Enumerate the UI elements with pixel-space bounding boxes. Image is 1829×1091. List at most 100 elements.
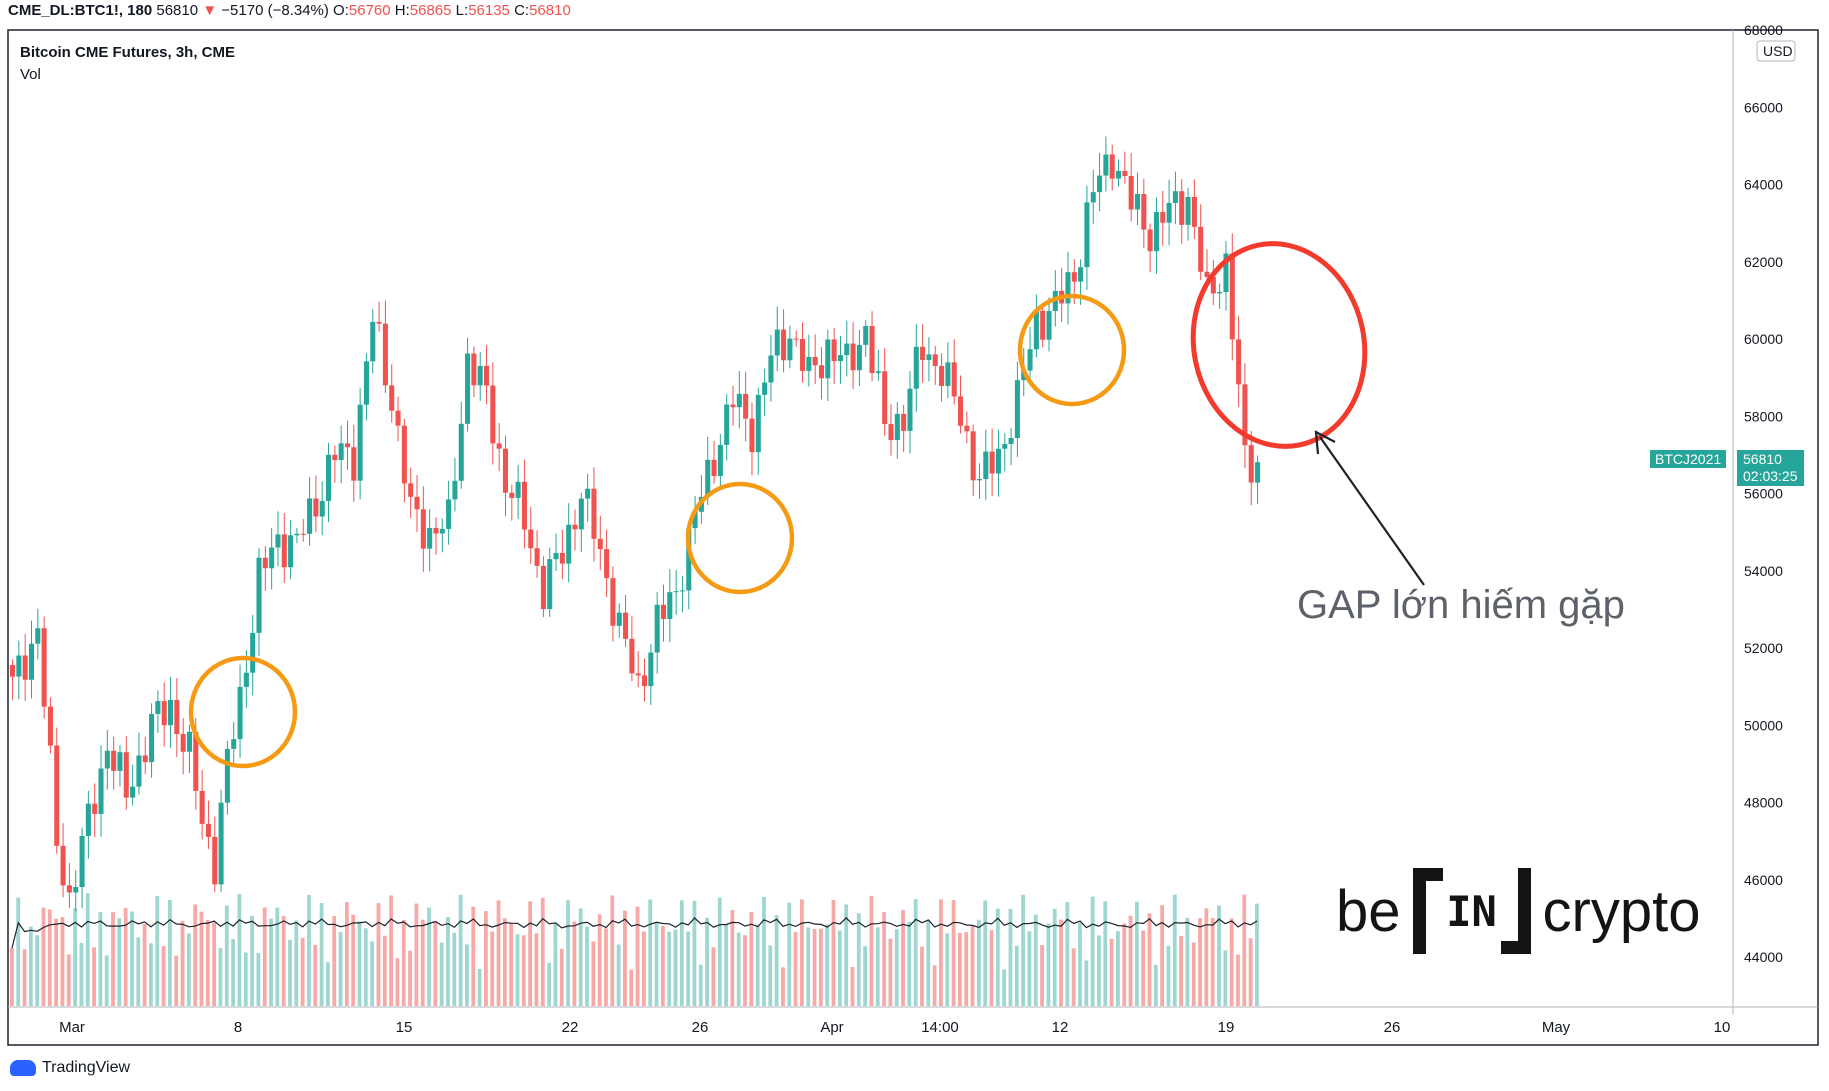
candle xyxy=(1027,327,1033,383)
volume-bar xyxy=(256,952,261,1006)
volume-bar xyxy=(326,962,330,1006)
candle xyxy=(332,445,338,483)
candle xyxy=(1014,361,1020,457)
candle xyxy=(635,651,641,688)
candle xyxy=(1040,303,1046,348)
volume-bar xyxy=(370,941,375,1006)
volume-bar xyxy=(1160,905,1165,1006)
candle xyxy=(1084,185,1090,290)
beincrypto-logo: be IN crypto xyxy=(1336,868,1700,954)
volume-bar xyxy=(205,919,210,1006)
volume-bar xyxy=(1128,915,1133,1006)
volume-bar xyxy=(717,897,722,1006)
candle xyxy=(818,347,825,400)
candle xyxy=(1153,197,1159,274)
volume-bar xyxy=(1052,908,1057,1006)
candle xyxy=(319,481,325,536)
candle xyxy=(313,475,319,533)
price-tick-label: 66000 xyxy=(1744,99,1783,115)
volume-bar xyxy=(1255,903,1259,1006)
candle xyxy=(300,518,306,542)
volume-bar xyxy=(667,931,672,1006)
candle xyxy=(831,327,837,385)
candle xyxy=(73,870,79,912)
volume-bar xyxy=(1103,901,1108,1006)
time-tick-label: 12 xyxy=(1052,1019,1069,1036)
candle xyxy=(161,682,167,747)
volume-bar xyxy=(825,924,830,1006)
candle xyxy=(237,664,243,758)
price-tick-label: 68000 xyxy=(1744,22,1783,38)
candle xyxy=(800,322,806,383)
bar-countdown: 02:03:25 xyxy=(1743,468,1798,484)
volume-bar xyxy=(401,919,406,1006)
volume-bar xyxy=(98,911,103,1006)
candle xyxy=(496,423,502,472)
volume-bar xyxy=(907,921,912,1006)
candle xyxy=(964,411,970,444)
candle xyxy=(250,614,256,696)
candle xyxy=(907,371,913,454)
candle xyxy=(863,320,869,357)
volume-bar xyxy=(1116,931,1120,1006)
candle xyxy=(1255,455,1261,504)
tradingview-brand[interactable]: TradingView xyxy=(10,1059,130,1077)
candle xyxy=(1198,204,1204,280)
candle xyxy=(85,790,91,859)
candle xyxy=(812,334,818,384)
volume-bar xyxy=(1191,942,1196,1006)
volume-bar xyxy=(73,908,77,1006)
volume-bar xyxy=(414,903,419,1006)
candle xyxy=(781,309,787,373)
candle xyxy=(945,342,951,399)
volume-bar xyxy=(382,935,387,1006)
logo-in: IN xyxy=(1446,886,1497,936)
down-arrow-icon: ▼ xyxy=(202,2,218,19)
volume-bar xyxy=(231,938,235,1006)
symbol-name[interactable]: CME_DL:BTC1!, 180 xyxy=(8,2,153,19)
time-tick-label: 19 xyxy=(1218,1019,1235,1036)
volume-bar xyxy=(1122,923,1127,1006)
candle xyxy=(224,740,230,815)
candle xyxy=(1097,152,1103,212)
volume-bar xyxy=(1217,905,1221,1006)
candle xyxy=(976,463,983,499)
candle xyxy=(307,477,313,546)
logo-be: be xyxy=(1336,878,1401,944)
volume-bar xyxy=(679,900,684,1006)
time-tick-label: Apr xyxy=(820,1019,843,1036)
volume-bar xyxy=(800,899,804,1006)
volume-bar xyxy=(54,918,59,1006)
volume-bar xyxy=(1185,917,1190,1006)
volume-bar xyxy=(1014,945,1019,1006)
chart-title[interactable]: Bitcoin CME Futures, 3h, CME xyxy=(20,44,236,61)
volume-bar xyxy=(743,935,747,1006)
volume-bar xyxy=(338,932,343,1006)
candle xyxy=(787,325,793,369)
volume-bar xyxy=(882,912,886,1006)
candle xyxy=(1122,151,1128,184)
price-axis-labels: 44000 46000 48000 50000 52000 54000 56000 58000… xyxy=(1744,22,1783,965)
volume-bar xyxy=(856,913,861,1006)
candle xyxy=(92,783,98,838)
candle xyxy=(1033,294,1039,358)
candle xyxy=(793,330,799,347)
candle xyxy=(389,364,395,423)
volume-legend[interactable]: Vol xyxy=(20,66,41,83)
candle xyxy=(10,659,16,700)
volume-bar xyxy=(926,919,931,1006)
volume-bar xyxy=(837,930,842,1006)
volume-bar xyxy=(262,907,267,1006)
candle xyxy=(288,520,294,580)
volume-bar xyxy=(496,900,501,1006)
candle xyxy=(477,352,483,401)
candle xyxy=(351,424,357,502)
currency-label: USD xyxy=(1763,43,1793,59)
volume-bar xyxy=(711,947,716,1006)
candle xyxy=(894,401,900,459)
volume-bar xyxy=(660,926,665,1006)
candle xyxy=(111,736,117,790)
candle xyxy=(724,394,730,461)
low-value: 56135 xyxy=(468,2,510,19)
